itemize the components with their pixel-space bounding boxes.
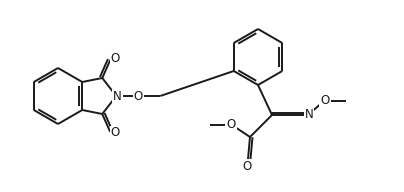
Text: O: O: [134, 89, 143, 103]
Text: O: O: [242, 160, 252, 172]
Text: N: N: [305, 108, 314, 121]
Text: O: O: [111, 127, 120, 140]
Text: O: O: [226, 118, 236, 131]
Text: N: N: [113, 89, 122, 103]
Text: O: O: [111, 52, 120, 65]
Text: O: O: [320, 94, 330, 108]
